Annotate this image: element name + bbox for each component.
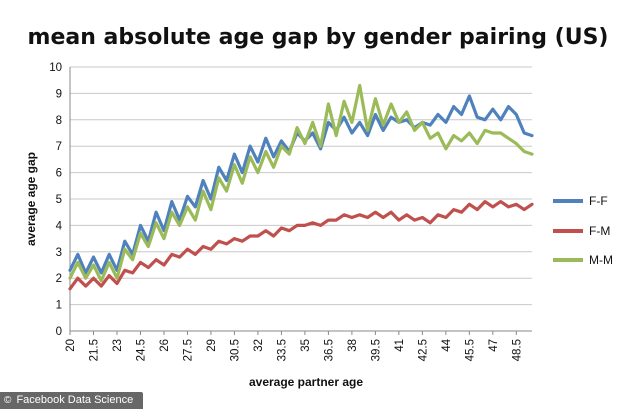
x-tick-label: 42.5: [417, 339, 429, 361]
y-tick-label: 7: [56, 141, 62, 153]
x-tick-label: 39.5: [370, 339, 382, 361]
y-tick-label: 10: [49, 62, 62, 74]
x-tick-label: 24.5: [135, 339, 147, 361]
x-tick-label: 33.5: [276, 339, 288, 361]
x-tick-label: 38: [347, 339, 359, 352]
x-tick-label: 27.5: [182, 339, 194, 361]
gridlines: [70, 66, 532, 306]
series-line-f-f: [68, 94, 534, 275]
legend: F-F F-M M-M: [553, 194, 613, 267]
x-tick-label: 32: [253, 339, 265, 352]
legend-label-f-m: F-M: [589, 224, 610, 238]
x-tick-label: 45.5: [464, 339, 476, 361]
x-tick-label: 29: [206, 339, 218, 352]
copyright-symbol: ©: [4, 395, 12, 406]
credit-text: Facebook Data Science: [16, 394, 134, 406]
y-tick-label: 2: [56, 273, 62, 285]
series-line-f-m: [68, 200, 534, 291]
x-tick-label: 20: [65, 339, 77, 352]
x-tick-label: 26: [159, 339, 171, 352]
x-tick-label: 30.5: [229, 339, 241, 361]
y-tick-label: 8: [56, 115, 62, 127]
x-tick-label: 47: [488, 339, 500, 352]
x-tick-label: 41: [394, 339, 406, 352]
x-tick-label: 48.5: [511, 339, 523, 361]
y-tick-label: 9: [56, 88, 62, 100]
x-tick-label: 21.5: [88, 339, 100, 361]
y-tick-label: 6: [56, 168, 62, 180]
x-tick-label: 44: [441, 338, 453, 351]
y-tick-label: 1: [56, 300, 62, 312]
y-tick-label: 0: [56, 326, 62, 338]
y-tick-label: 3: [56, 247, 62, 259]
x-axis-title: average partner age: [249, 375, 363, 389]
chart-title: mean absolute age gap by gender pairing …: [28, 25, 609, 50]
y-tick-label: 5: [56, 194, 62, 206]
credit-badge: © Facebook Data Science: [0, 392, 144, 409]
legend-label-m-m: M-M: [589, 253, 613, 267]
y-axis-title: average age gap: [24, 152, 38, 246]
series-layer: [68, 83, 534, 291]
legend-label-f-f: F-F: [589, 194, 608, 208]
x-tick-label: 35: [300, 339, 312, 352]
x-tick-label: 23: [112, 339, 124, 352]
series-line-m-m: [68, 83, 534, 283]
y-tick-label: 4: [56, 220, 63, 232]
x-tick-label: 36.5: [323, 339, 335, 361]
y-axis-ticks: 0 1 2 3 4 5 6 7 8 9 10: [49, 62, 62, 338]
x-axis-ticks: 20 21.5 23 24.5 26 27.5 29 30.5 32 33.5 35 36.5 38 39…: [65, 331, 523, 361]
